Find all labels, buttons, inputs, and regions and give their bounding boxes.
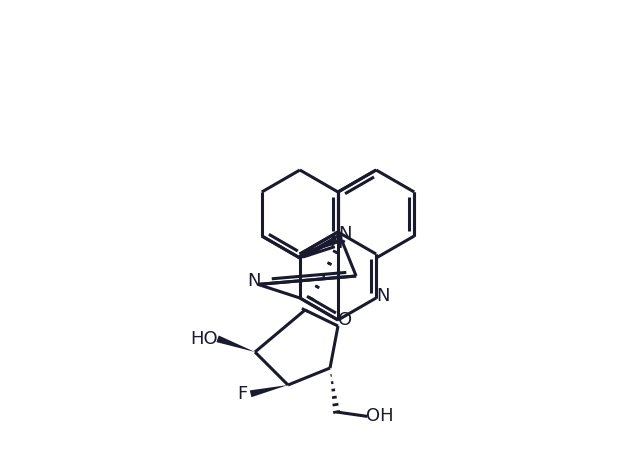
Text: N: N [376,287,390,305]
Text: N: N [329,235,342,252]
Text: F: F [237,385,248,403]
Text: O: O [338,311,352,329]
Polygon shape [250,385,288,397]
Text: OH: OH [365,407,393,425]
Text: HO: HO [190,330,218,348]
Text: N: N [339,225,352,243]
Polygon shape [216,336,255,352]
Text: N: N [247,273,260,290]
